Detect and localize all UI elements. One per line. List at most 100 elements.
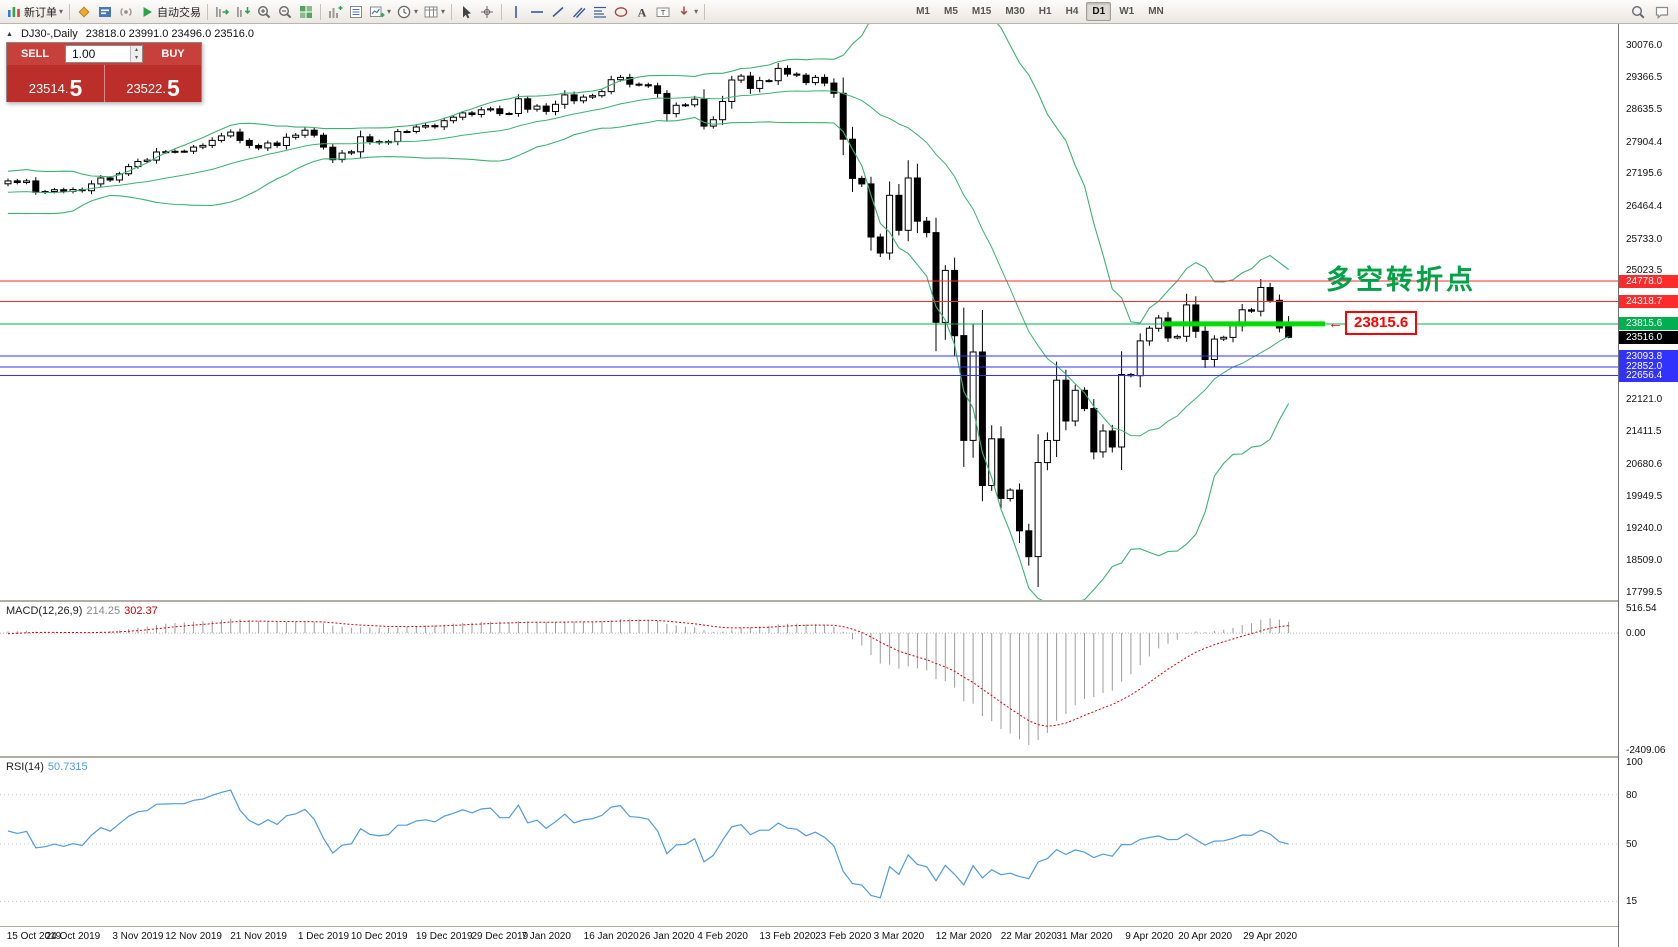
clock-icon [397,5,411,18]
dropdown-caret-icon: ▾ [414,7,419,16]
diamond-icon [78,5,90,18]
rsi-header: RSI(14) 50.7315 [6,761,88,773]
date-label: 29 Apr 2020 [1243,931,1298,942]
svg-text:T: T [661,7,666,16]
price-axis[interactable]: 30076.0 29366.5 28635.5 27904.4 27195.6 26464… [1618,24,1678,947]
timeframe-h4[interactable]: H4 [1065,6,1079,17]
indicator-list-button[interactable] [346,2,366,22]
macd-header: MACD(12,26,9) 214.25 302.37 [6,605,158,617]
profiles-icon[interactable] [95,2,115,22]
panel-separator [0,926,1678,927]
toolbar-separator [69,3,71,20]
arrows-button[interactable]: ▾ [674,2,700,22]
zoomout-icon [279,5,292,18]
fibonacci-button[interactable] [590,2,610,22]
svg-text:A: A [638,5,647,19]
timeframe-d1[interactable]: D1 [1086,2,1112,21]
news-broadcast-icon[interactable] [116,2,136,22]
timeframe-m15[interactable]: M15 [971,6,992,17]
auto-scroll-button[interactable] [233,2,253,22]
timeframe-h1[interactable]: H1 [1038,6,1052,17]
shapes-button[interactable] [611,2,631,22]
dropdown-caret-icon: ▾ [387,7,392,16]
panel-separator[interactable] [0,756,1678,758]
date-label: 29 Dec 2019 [471,931,529,942]
zoom-in-button[interactable] [254,2,274,22]
indicators-button[interactable] [325,2,345,22]
chat-icon [1655,6,1669,19]
date-label: 26 Jan 2020 [639,931,695,942]
new-chart-button[interactable]: ▾ [367,2,393,22]
tile-windows-button[interactable] [296,2,316,22]
horizontal-line-button[interactable] [527,2,547,22]
date-label: 15 Oct 2019 [6,931,62,942]
tline-icon [552,6,564,17]
play-icon [143,6,153,17]
price-axis-label: 26464.4 [1626,200,1663,212]
new-order-button[interactable]: 新订单 ▾ [4,2,65,22]
macd-axis-label: -2409.06 [1626,745,1666,756]
price-axis-label: 25023.5 [1626,265,1663,277]
price-tag-24778.0: 24778.0 [1619,274,1678,288]
buy-button[interactable]: BUY [145,43,201,65]
label-icon: T [656,7,670,17]
search-button[interactable] [1628,2,1648,22]
time-axis[interactable]: 15 Oct 2019 24 Oct 2019 3 Nov 2019 12 Nov 2… [0,927,1618,947]
mql5-community-icon[interactable] [74,2,94,22]
rsi-title: RSI(14) [6,761,44,773]
volume-value[interactable]: 1.00 [72,47,96,61]
text-button[interactable]: A [632,2,652,22]
price-axis-label: 22121.0 [1626,394,1663,406]
vertical-line-button[interactable] [506,2,526,22]
chart-shift-button[interactable] [212,2,232,22]
toolbar-separator [207,3,209,20]
community-chat-button[interactable] [1652,2,1672,22]
cursor-icon [463,5,472,18]
textA-icon: A [638,5,647,19]
periodicity-button[interactable]: ▾ [394,2,420,22]
label-button[interactable]: T [653,2,673,22]
sell-price[interactable]: 23514. 5 [7,65,104,102]
autoscroll-icon [237,6,251,17]
volume-stepper[interactable]: 1.00 ▴ ▾ [65,45,143,63]
cursor-button[interactable] [456,2,476,22]
fibo-icon [594,6,607,18]
timeframe-m5[interactable]: M5 [943,6,958,17]
timeframe-m1[interactable]: M1 [916,6,930,17]
price-axis-label: 28635.5 [1626,104,1663,116]
one-click-collapse-arrow[interactable]: ▲ [6,30,13,38]
macd-canvas[interactable] [0,602,1618,756]
toolbar-separator [501,3,503,20]
macd-histogram [7,618,1290,745]
price-callout[interactable]: ← 23815.6 [1328,311,1418,335]
timeframe-mn[interactable]: MN [1148,6,1164,17]
volume-up-button[interactable]: ▴ [131,46,142,54]
sell-label: SELL [20,48,50,60]
date-label: 1 Dec 2019 [297,931,350,942]
buy-price[interactable]: 23522. 5 [104,65,201,102]
price-axis-label: 17799.5 [1626,587,1663,598]
sell-button[interactable]: SELL [7,43,63,65]
zoom-out-button[interactable] [275,2,295,22]
crosshair-button[interactable] [477,2,497,22]
channel-icon [573,7,586,18]
channel-button[interactable] [569,2,589,22]
autotrading-button[interactable]: 自动交易 [137,2,203,22]
trendline-button[interactable] [548,2,568,22]
price-axis-label: 20680.6 [1626,458,1663,470]
date-label: 31 Mar 2020 [1056,931,1113,942]
panel-separator[interactable] [0,600,1678,602]
price-axis-label: 27195.6 [1626,168,1663,180]
date-label: 19 Dec 2019 [415,931,473,942]
timeframe-m30[interactable]: M30 [1005,6,1025,17]
timeframe-w1[interactable]: W1 [1119,6,1135,17]
price-callout-box[interactable]: 23815.6 [1345,311,1418,335]
date-label: 12 Nov 2019 [165,931,222,942]
turning-point-annotation[interactable]: 多空转折点 [1326,265,1476,295]
volume-down-button[interactable]: ▾ [131,54,142,62]
templates-button[interactable]: ▾ [421,2,447,22]
bull-candles [4,67,1265,558]
crosshair-icon [481,5,494,18]
newchart-icon [370,6,385,17]
rsi-canvas[interactable] [0,758,1618,926]
